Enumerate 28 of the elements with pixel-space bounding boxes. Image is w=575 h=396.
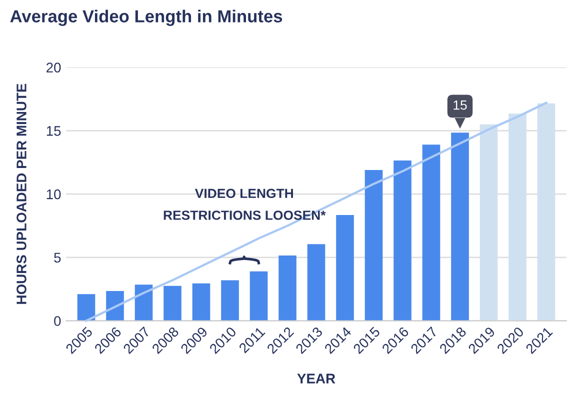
y-axis-title: HOURS UPLOADED PER MINUTE bbox=[16, 84, 26, 304]
bar bbox=[480, 124, 498, 321]
bar bbox=[422, 144, 440, 321]
annotation: VIDEO LENGTH RESTRICTIONS LOOSEN* bbox=[164, 188, 326, 220]
bar bbox=[134, 284, 153, 321]
data-label: 15 bbox=[454, 100, 467, 110]
chart-title: Average Video Length in Minutes bbox=[10, 10, 282, 26]
bar bbox=[307, 244, 326, 321]
bar bbox=[451, 132, 469, 321]
bar bbox=[278, 256, 296, 321]
y-tick-label: 5 bbox=[54, 252, 61, 263]
y-tick-label: 20 bbox=[46, 62, 61, 72]
bar bbox=[192, 283, 210, 321]
bar bbox=[250, 271, 268, 321]
bar bbox=[364, 170, 383, 321]
line-series bbox=[85, 102, 548, 322]
bar bbox=[221, 280, 239, 321]
bar bbox=[336, 214, 354, 321]
bar bbox=[164, 286, 182, 321]
bar bbox=[106, 290, 124, 321]
bar bbox=[394, 160, 412, 321]
bar bbox=[508, 114, 526, 321]
bar bbox=[537, 103, 556, 321]
x-axis-title: YEAR bbox=[297, 374, 336, 384]
y-tick-label: 0 bbox=[54, 316, 61, 326]
y-tick-label: 15 bbox=[46, 126, 61, 136]
bar bbox=[77, 294, 96, 321]
y-tick-label: 10 bbox=[46, 189, 61, 200]
